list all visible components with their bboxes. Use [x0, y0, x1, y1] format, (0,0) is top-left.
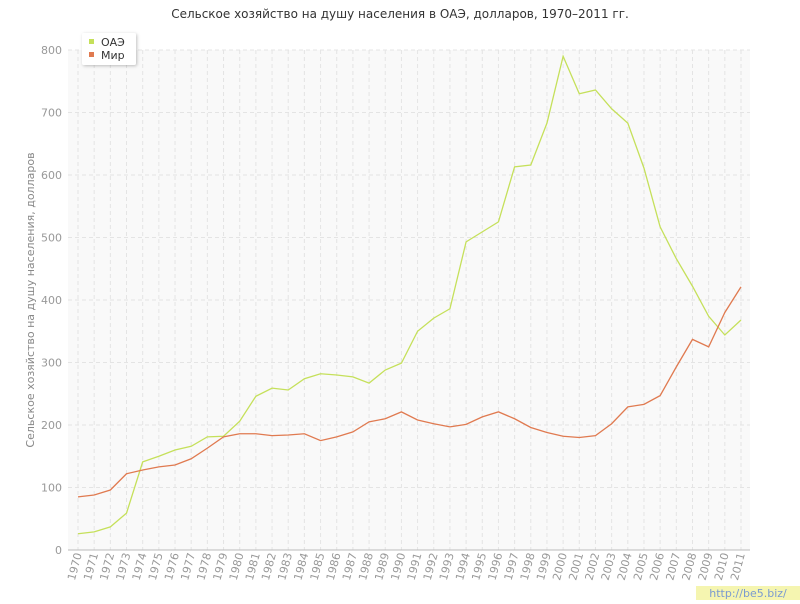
legend-label: Мир [101, 49, 125, 62]
watermark: http://be5.biz/ [709, 587, 787, 600]
legend-label: ОАЭ [101, 36, 125, 49]
y-tick-label: 200 [41, 419, 62, 432]
legend-marker [89, 39, 94, 44]
y-tick-label: 400 [41, 294, 62, 307]
y-tick-label: 700 [41, 107, 62, 120]
y-tick-label: 500 [41, 232, 62, 245]
y-tick-label: 800 [41, 44, 62, 57]
y-tick-label: 100 [41, 482, 62, 495]
y-tick-label: 0 [55, 544, 62, 557]
watermark-bg [696, 586, 800, 600]
y-axis-title: Сельское хозяйство на душу населения, до… [24, 152, 37, 447]
y-tick-label: 600 [41, 169, 62, 182]
series-line [77, 286, 742, 498]
lines [77, 54, 742, 535]
legend-box [82, 33, 136, 65]
chart-title: Сельское хозяйство на душу населения в О… [171, 7, 629, 21]
legend-marker [89, 52, 94, 57]
series-line [77, 54, 742, 535]
grid [68, 49, 750, 550]
y-tick-label: 300 [41, 357, 62, 370]
plot-area [68, 50, 750, 550]
